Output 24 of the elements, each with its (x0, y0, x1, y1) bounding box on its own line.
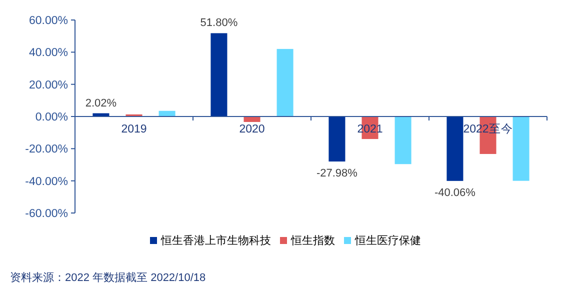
bar (210, 33, 228, 116)
x-tick-label: 2019 (121, 124, 147, 136)
data-label: -27.98% (316, 168, 358, 180)
y-tick-label: 60.00% (28, 15, 68, 28)
bar (244, 116, 260, 122)
bar (394, 116, 412, 164)
legend-label: 恒生指数 (290, 234, 335, 247)
data-label: 2.02% (85, 97, 117, 110)
bar (446, 116, 464, 181)
y-tick-label: 0.00% (35, 112, 68, 124)
bar (328, 116, 346, 162)
bar (276, 48, 294, 116)
y-tick-label: 20.00% (28, 79, 68, 92)
data-label: -40.06% (434, 186, 476, 199)
data-label: 51.80% (200, 17, 238, 30)
legend-label: 恒生香港上市生物科技 (160, 234, 271, 247)
y-tick-label: -60.00% (25, 208, 68, 220)
text: 资料来源：2022 年数据截至 2022/10/18 (10, 271, 206, 284)
y-tick-label: -40.00% (25, 176, 68, 188)
legend-label: 恒生医疗保健 (354, 234, 421, 247)
x-tick-label: 2020 (239, 124, 265, 136)
y-tick-label: 40.00% (28, 47, 68, 60)
bar (512, 116, 530, 181)
y-tick-label: -20.00% (25, 144, 68, 156)
